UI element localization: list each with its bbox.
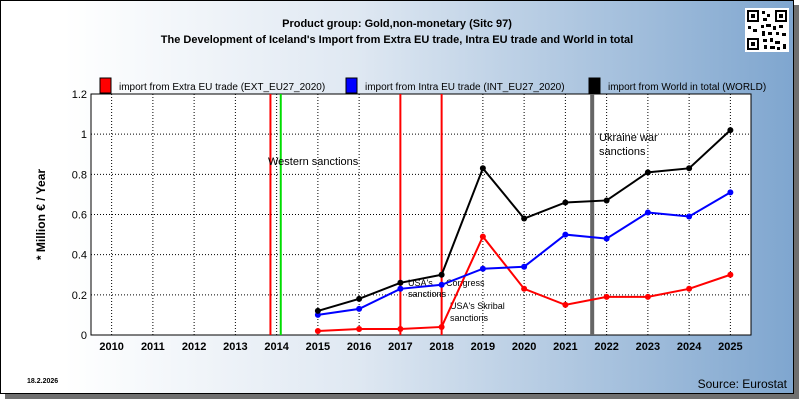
- data-point-series-2: [562, 199, 569, 206]
- data-point-series-0: [397, 325, 404, 332]
- annotation-usa-congress-line3: sanctions: [408, 289, 447, 299]
- data-point-series-0: [479, 233, 486, 240]
- legend-label: import from World in total (WORLD): [608, 82, 766, 93]
- legend-label: import from Intra EU trade (INT_EU27_202…: [365, 82, 565, 93]
- data-point-series-1: [562, 231, 569, 238]
- line-chart: import from Extra EU trade (EXT_EU27_202…: [34, 77, 766, 353]
- x-tick-label: 2011: [141, 341, 165, 353]
- x-tick-label: 2021: [553, 341, 577, 353]
- y-tick-label: 0.8: [72, 169, 87, 181]
- data-point-series-1: [438, 281, 445, 288]
- x-tick-label: 2017: [388, 341, 412, 353]
- y-axis-label: * Million € / Year: [34, 169, 48, 260]
- x-tick-label: 2025: [718, 341, 742, 353]
- x-tick-label: 2022: [594, 341, 618, 353]
- x-tick-label: 2023: [636, 341, 660, 353]
- x-tick-label: 2024: [677, 341, 702, 353]
- annotation-ukraine-line2: sanctions: [599, 146, 646, 158]
- chart-subtitle: Product group: Gold,non-monetary (Sitc 9…: [282, 18, 512, 30]
- data-point-series-0: [438, 323, 445, 330]
- legend-label: import from Extra EU trade (EXT_EU27_202…: [119, 82, 325, 93]
- date-stamp: 18.2.2026: [27, 378, 59, 385]
- legend-swatch: [588, 77, 601, 94]
- qr-code-icon: [745, 8, 789, 52]
- data-point-series-2: [686, 165, 693, 172]
- annotation-usa-skribal-line2: sanctions: [450, 313, 489, 323]
- data-point-series-2: [479, 165, 486, 172]
- data-point-series-2: [521, 215, 528, 222]
- annotation-western-sanctions: Western sanctions: [268, 156, 359, 168]
- data-point-series-2: [603, 197, 610, 204]
- data-point-series-0: [727, 271, 734, 278]
- x-tick-label: 2014: [264, 341, 289, 353]
- annotation-usa-congress-line2: Congress: [446, 278, 485, 288]
- legend-swatch: [345, 77, 358, 94]
- data-point-series-1: [727, 189, 734, 196]
- data-point-series-0: [644, 293, 651, 300]
- x-tick-label: 2013: [223, 341, 247, 353]
- x-tick-label: 2012: [182, 341, 206, 353]
- x-tick-label: 2010: [99, 341, 123, 353]
- x-tick-label: 2020: [512, 341, 536, 353]
- data-point-series-2: [644, 169, 651, 176]
- chart-frame: Product group: Gold,non-monetary (Sitc 9…: [0, 0, 794, 394]
- data-point-series-1: [686, 213, 693, 220]
- source-label: Source: Eurostat: [697, 377, 787, 391]
- y-tick-label: 0: [81, 330, 87, 342]
- legend-swatch: [99, 77, 112, 94]
- x-tick-label: 2016: [347, 341, 371, 353]
- data-point-series-1: [479, 265, 486, 272]
- x-tick-label: 2019: [471, 341, 495, 353]
- annotation-usa-skribal-line1: USA's Skribal: [450, 301, 505, 311]
- data-point-series-2: [397, 279, 404, 286]
- annotation-ukraine-line1: Ukraine war: [599, 132, 658, 144]
- x-tick-label: 2018: [429, 341, 453, 353]
- data-point-series-0: [521, 285, 528, 292]
- data-point-series-0: [356, 325, 363, 332]
- data-point-series-0: [686, 285, 693, 292]
- y-tick-label: 0.2: [72, 290, 87, 302]
- data-point-series-1: [521, 263, 528, 270]
- chart-title: The Development of Iceland's Import from…: [160, 34, 634, 46]
- legend: import from Extra EU trade (EXT_EU27_202…: [99, 77, 766, 94]
- data-point-series-1: [397, 285, 404, 292]
- data-point-series-2: [356, 295, 363, 302]
- data-point-series-0: [562, 301, 569, 308]
- annotation-usa-congress-line1: USA's: [408, 278, 433, 288]
- data-point-series-2: [438, 271, 445, 278]
- data-point-series-0: [314, 327, 321, 334]
- y-tick-label: 0.4: [72, 250, 87, 262]
- x-tick-label: 2015: [306, 341, 330, 353]
- data-point-series-1: [603, 235, 610, 242]
- data-point-series-0: [603, 293, 610, 300]
- y-tick-label: 1: [81, 129, 87, 141]
- y-tick-label: 0.6: [72, 210, 87, 222]
- data-point-series-2: [727, 127, 734, 134]
- y-tick-label: 1.2: [72, 89, 87, 101]
- plot-area: 0 0.2 0.4 0.6 0.8 1 1.2 2010 2011 2012 2013 2014 201…: [34, 89, 752, 353]
- data-point-series-1: [356, 305, 363, 312]
- data-point-series-1: [644, 209, 651, 216]
- data-point-series-2: [314, 307, 321, 314]
